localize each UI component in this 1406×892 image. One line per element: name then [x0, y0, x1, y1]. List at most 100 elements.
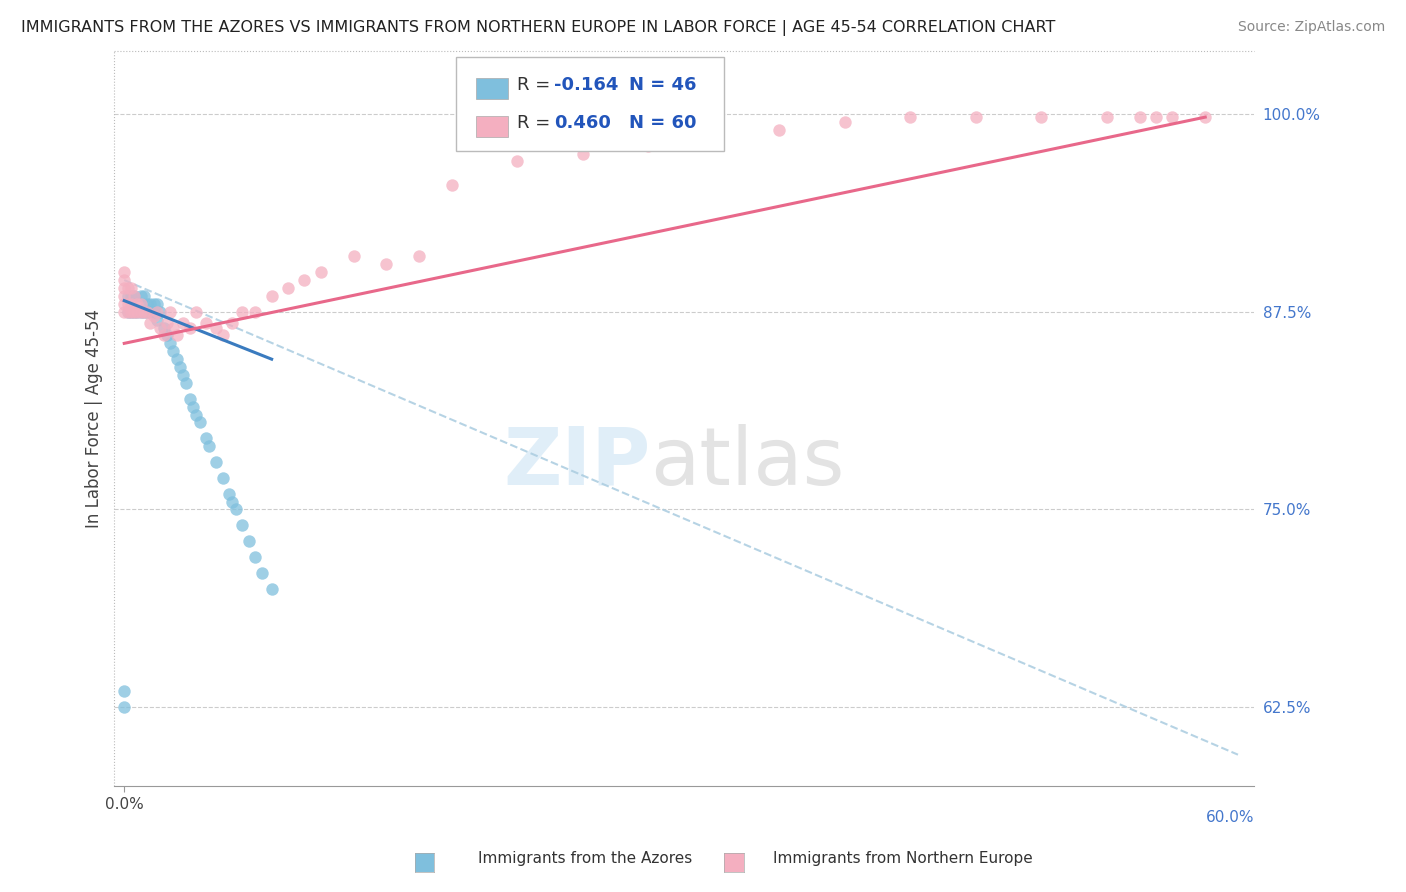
Point	[152, 320, 174, 334]
Point	[245, 549, 267, 564]
Point	[225, 502, 247, 516]
Point	[146, 297, 169, 311]
Point	[166, 328, 188, 343]
Point	[132, 289, 155, 303]
Point	[221, 316, 243, 330]
Point	[768, 122, 790, 136]
Text: atlas: atlas	[650, 424, 845, 501]
Y-axis label: In Labor Force | Age 45-54: In Labor Force | Age 45-54	[86, 309, 103, 528]
Point	[149, 320, 172, 334]
Point	[834, 115, 856, 129]
Point	[132, 304, 155, 318]
Point	[120, 304, 142, 318]
Point	[162, 320, 184, 334]
Point	[1194, 110, 1216, 124]
Point	[211, 471, 233, 485]
Point	[146, 312, 169, 326]
Point	[375, 257, 398, 271]
Point	[205, 320, 228, 334]
Point	[142, 297, 165, 311]
Point	[1144, 110, 1167, 124]
Point	[122, 304, 145, 318]
Text: 60.0%: 60.0%	[1206, 810, 1254, 825]
Point	[231, 518, 253, 533]
Point	[136, 304, 159, 318]
Point	[146, 304, 169, 318]
Point	[129, 304, 152, 318]
FancyBboxPatch shape	[475, 116, 508, 136]
Point	[122, 289, 145, 303]
Point	[112, 289, 135, 303]
Point	[159, 304, 181, 318]
Point	[132, 304, 155, 318]
Point	[176, 376, 198, 390]
Point	[250, 566, 273, 580]
Text: Immigrants from the Azores: Immigrants from the Azores	[478, 851, 692, 865]
Point	[117, 281, 139, 295]
Point	[136, 297, 159, 311]
Point	[117, 289, 139, 303]
Point	[195, 431, 218, 445]
Point	[179, 320, 201, 334]
Point	[117, 297, 139, 311]
Text: 0.460: 0.460	[554, 114, 612, 133]
Point	[112, 684, 135, 698]
Point	[129, 289, 152, 303]
Text: N = 60: N = 60	[628, 114, 696, 133]
Point	[965, 110, 987, 124]
Point	[117, 304, 139, 318]
Point	[127, 297, 149, 311]
Point	[188, 416, 211, 430]
Point	[260, 289, 283, 303]
Point	[136, 304, 159, 318]
Point	[221, 494, 243, 508]
Point	[129, 304, 152, 318]
Text: IMMIGRANTS FROM THE AZORES VS IMMIGRANTS FROM NORTHERN EUROPE IN LABOR FORCE | A: IMMIGRANTS FROM THE AZORES VS IMMIGRANTS…	[21, 20, 1056, 36]
Point	[129, 297, 152, 311]
Point	[195, 316, 218, 330]
Point	[238, 534, 260, 549]
Point	[169, 360, 191, 375]
Point	[112, 265, 135, 279]
Point	[152, 328, 174, 343]
Point	[112, 281, 135, 295]
Point	[572, 146, 595, 161]
Text: -0.164: -0.164	[554, 77, 619, 95]
Point	[260, 582, 283, 596]
Point	[342, 249, 364, 263]
Point	[198, 439, 221, 453]
Point	[162, 344, 184, 359]
Text: R =: R =	[517, 77, 555, 95]
Point	[408, 249, 430, 263]
Point	[703, 130, 725, 145]
Point	[112, 304, 135, 318]
Text: R =: R =	[517, 114, 555, 133]
Point	[218, 486, 240, 500]
Point	[156, 328, 179, 343]
FancyBboxPatch shape	[457, 57, 724, 152]
FancyBboxPatch shape	[475, 78, 508, 98]
Point	[120, 289, 142, 303]
Point	[139, 297, 162, 311]
Point	[112, 700, 135, 714]
Point	[181, 400, 204, 414]
Point	[122, 304, 145, 318]
Point	[112, 273, 135, 287]
Point	[231, 304, 253, 318]
Point	[166, 352, 188, 367]
Point	[1095, 110, 1118, 124]
Point	[127, 304, 149, 318]
Text: ZIP: ZIP	[503, 424, 650, 501]
Point	[120, 304, 142, 318]
Point	[186, 408, 208, 422]
Point	[120, 281, 142, 295]
Point	[245, 304, 267, 318]
Point	[122, 289, 145, 303]
Point	[139, 304, 162, 318]
Text: N = 46: N = 46	[628, 77, 696, 95]
Point	[172, 316, 194, 330]
Point	[120, 297, 142, 311]
Point	[172, 368, 194, 382]
Point	[211, 328, 233, 343]
Point	[900, 110, 922, 124]
